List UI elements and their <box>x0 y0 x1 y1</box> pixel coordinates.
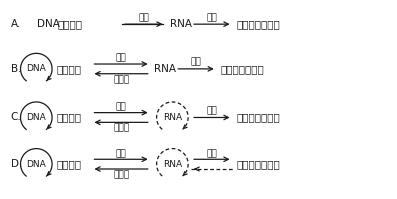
Text: 翻译: 翻译 <box>206 149 217 158</box>
Text: 蛋白质（性状）: 蛋白质（性状） <box>237 19 280 29</box>
Text: 转录: 转录 <box>116 149 127 158</box>
Text: （基因）: （基因） <box>56 159 81 169</box>
Text: 转录: 转录 <box>139 13 149 22</box>
Text: B.: B. <box>11 64 21 74</box>
Text: 逆转录: 逆转录 <box>113 170 129 179</box>
Text: 翻译: 翻译 <box>191 58 201 67</box>
Text: RNA: RNA <box>170 19 193 29</box>
Text: A.: A. <box>11 19 21 29</box>
Text: RNA: RNA <box>163 113 182 122</box>
Text: DNA: DNA <box>27 160 46 169</box>
Text: 逆转录: 逆转录 <box>113 124 129 133</box>
Text: 蛋白质（性状）: 蛋白质（性状） <box>237 112 280 122</box>
Text: 转录: 转录 <box>116 54 127 63</box>
Text: 逆转录: 逆转录 <box>113 75 129 84</box>
Text: 转录: 转录 <box>116 102 127 111</box>
Text: RNA: RNA <box>163 160 182 169</box>
Text: 蛋白质（性状）: 蛋白质（性状） <box>221 64 264 74</box>
Text: RNA: RNA <box>154 64 175 74</box>
Text: 翻译: 翻译 <box>206 106 217 115</box>
Text: C.: C. <box>11 112 21 122</box>
Text: DNA: DNA <box>37 19 60 29</box>
Text: 翻译: 翻译 <box>206 13 217 22</box>
Text: D.: D. <box>11 159 22 169</box>
Text: （基因）: （基因） <box>56 64 81 74</box>
Text: DNA: DNA <box>27 113 46 122</box>
Text: （基因）: （基因） <box>56 112 81 122</box>
Text: 蛋白质（性状）: 蛋白质（性状） <box>237 159 280 169</box>
Text: DNA: DNA <box>27 64 46 73</box>
Text: （基因）: （基因） <box>58 19 83 29</box>
